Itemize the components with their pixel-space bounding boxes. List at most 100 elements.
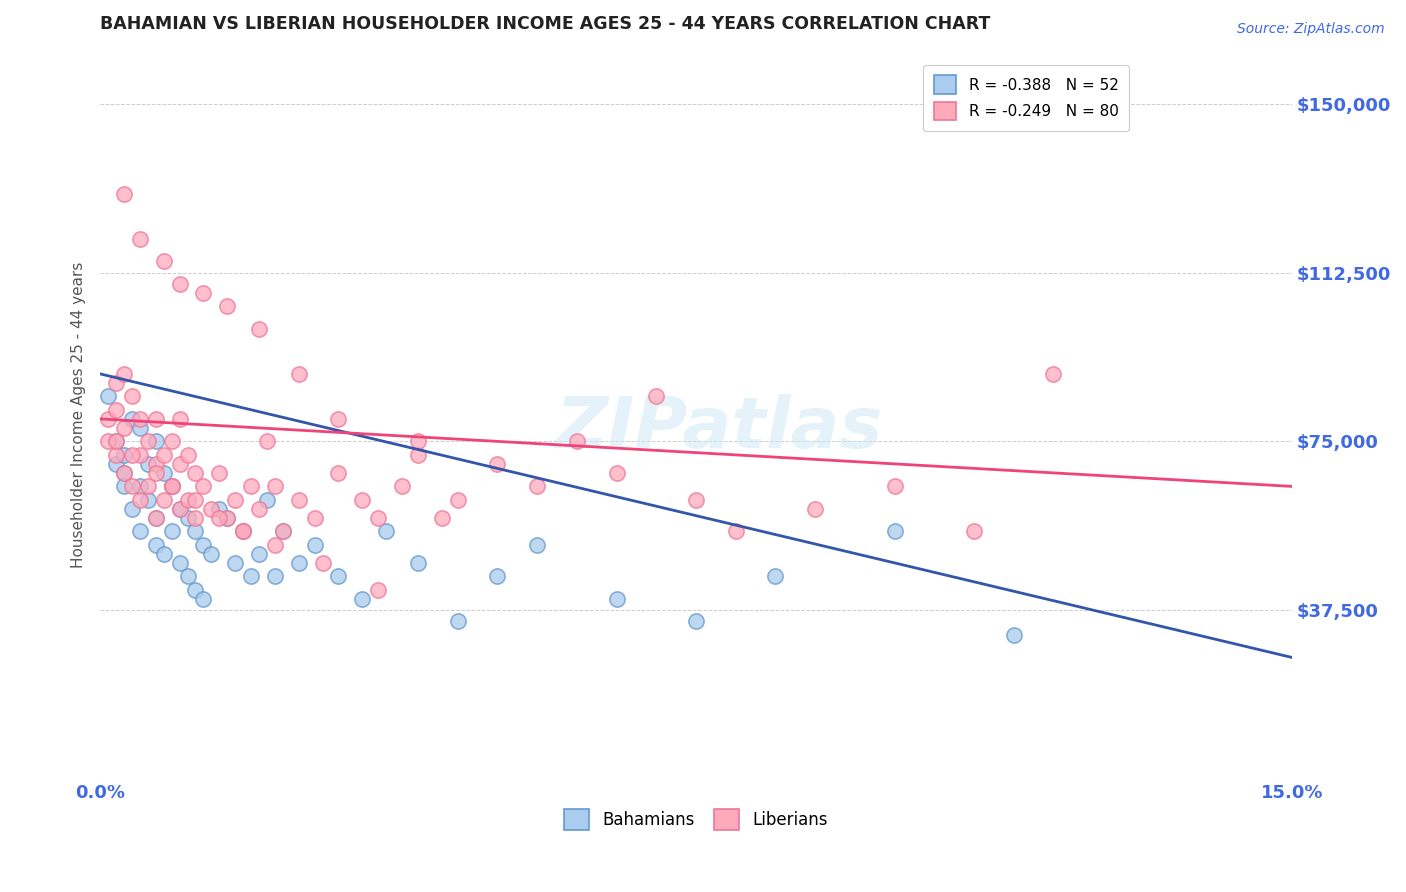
Point xyxy=(367,511,389,525)
Point xyxy=(160,479,183,493)
Point xyxy=(145,412,167,426)
Point xyxy=(184,492,207,507)
Point xyxy=(152,492,174,507)
Point xyxy=(304,511,326,525)
Point xyxy=(105,457,128,471)
Point xyxy=(1042,367,1064,381)
Point xyxy=(105,448,128,462)
Point xyxy=(97,434,120,449)
Point xyxy=(763,569,786,583)
Point xyxy=(645,389,668,403)
Point xyxy=(208,511,231,525)
Point xyxy=(526,479,548,493)
Point xyxy=(121,448,143,462)
Point xyxy=(200,502,222,516)
Point xyxy=(526,538,548,552)
Point xyxy=(304,538,326,552)
Point xyxy=(208,466,231,480)
Point xyxy=(145,434,167,449)
Point xyxy=(200,547,222,561)
Point xyxy=(724,524,747,539)
Point xyxy=(264,538,287,552)
Text: ZIPatlas: ZIPatlas xyxy=(557,394,883,464)
Point xyxy=(97,389,120,403)
Point xyxy=(160,479,183,493)
Point xyxy=(169,412,191,426)
Point xyxy=(128,421,150,435)
Point xyxy=(128,412,150,426)
Point xyxy=(883,524,905,539)
Point xyxy=(160,479,183,493)
Point xyxy=(121,412,143,426)
Point xyxy=(176,448,198,462)
Point xyxy=(217,511,239,525)
Point xyxy=(105,434,128,449)
Point xyxy=(121,502,143,516)
Point xyxy=(352,591,374,606)
Point xyxy=(883,479,905,493)
Point xyxy=(160,524,183,539)
Point xyxy=(352,492,374,507)
Point xyxy=(311,556,333,570)
Point xyxy=(328,466,350,480)
Point xyxy=(169,502,191,516)
Point xyxy=(287,367,309,381)
Point xyxy=(605,591,627,606)
Point xyxy=(1002,628,1025,642)
Point xyxy=(136,457,159,471)
Point xyxy=(184,582,207,597)
Point xyxy=(486,457,509,471)
Point xyxy=(128,479,150,493)
Point xyxy=(128,448,150,462)
Point xyxy=(271,524,294,539)
Point xyxy=(184,466,207,480)
Point xyxy=(112,186,135,201)
Point xyxy=(565,434,588,449)
Point xyxy=(232,524,254,539)
Y-axis label: Householder Income Ages 25 - 44 years: Householder Income Ages 25 - 44 years xyxy=(72,261,86,567)
Point xyxy=(169,556,191,570)
Point xyxy=(240,569,263,583)
Point xyxy=(406,448,429,462)
Point xyxy=(112,479,135,493)
Point xyxy=(145,511,167,525)
Point xyxy=(446,492,468,507)
Point xyxy=(367,582,389,597)
Point xyxy=(328,412,350,426)
Point xyxy=(193,479,215,493)
Point xyxy=(193,538,215,552)
Point xyxy=(136,492,159,507)
Point xyxy=(184,511,207,525)
Point xyxy=(217,511,239,525)
Point xyxy=(160,434,183,449)
Point xyxy=(232,524,254,539)
Point xyxy=(121,479,143,493)
Point xyxy=(193,285,215,300)
Point xyxy=(224,492,246,507)
Point xyxy=(232,524,254,539)
Point xyxy=(128,524,150,539)
Point xyxy=(145,511,167,525)
Point xyxy=(430,511,453,525)
Point xyxy=(264,479,287,493)
Point xyxy=(112,421,135,435)
Point xyxy=(105,376,128,390)
Point xyxy=(287,556,309,570)
Point xyxy=(193,591,215,606)
Point xyxy=(145,457,167,471)
Point xyxy=(169,502,191,516)
Point xyxy=(271,524,294,539)
Point xyxy=(112,466,135,480)
Point xyxy=(152,547,174,561)
Point xyxy=(240,479,263,493)
Point xyxy=(685,492,707,507)
Point xyxy=(406,556,429,570)
Point xyxy=(685,615,707,629)
Point xyxy=(176,569,198,583)
Point xyxy=(328,569,350,583)
Point xyxy=(128,492,150,507)
Point xyxy=(112,466,135,480)
Point xyxy=(184,524,207,539)
Point xyxy=(152,254,174,268)
Point xyxy=(145,466,167,480)
